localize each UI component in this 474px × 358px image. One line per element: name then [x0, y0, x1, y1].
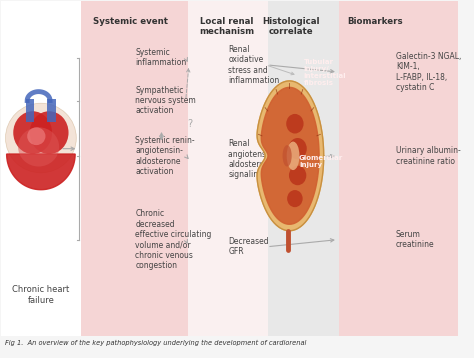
Text: Tubular
injury/
interstitial
fibrosis: Tubular injury/ interstitial fibrosis	[303, 58, 346, 86]
Text: Local renal
mechanism: Local renal mechanism	[199, 17, 255, 36]
Text: Systemic event: Systemic event	[93, 17, 168, 26]
Text: Serum
creatinine: Serum creatinine	[396, 230, 435, 249]
Text: Galectin-3 NGAL,
KIM-1,
L-FABP, IL-18,
cystatin C: Galectin-3 NGAL, KIM-1, L-FABP, IL-18, c…	[396, 52, 461, 92]
Text: Systemic
inflammation: Systemic inflammation	[136, 48, 187, 67]
Text: ?: ?	[188, 119, 193, 129]
FancyBboxPatch shape	[81, 1, 188, 336]
FancyBboxPatch shape	[47, 99, 55, 122]
Text: Decreased
GFR: Decreased GFR	[228, 237, 269, 256]
Ellipse shape	[287, 141, 300, 170]
Ellipse shape	[289, 138, 307, 159]
Ellipse shape	[18, 127, 59, 166]
Text: Urinary albumin-
creatinine ratio: Urinary albumin- creatinine ratio	[396, 146, 461, 165]
Text: Chronic heart
failure: Chronic heart failure	[12, 285, 70, 305]
Polygon shape	[7, 154, 75, 190]
FancyBboxPatch shape	[339, 1, 457, 336]
Ellipse shape	[287, 190, 303, 207]
Text: Renal
oxidative
stress and
inflammation: Renal oxidative stress and inflammation	[228, 45, 280, 85]
Text: Biomarkers: Biomarkers	[347, 17, 403, 26]
Ellipse shape	[27, 127, 46, 145]
Text: Fig 1.  An overview of the key pathophysiology underlying the development of car: Fig 1. An overview of the key pathophysi…	[5, 339, 307, 345]
Ellipse shape	[289, 166, 306, 185]
Text: Sympathetic
nervous system
activation: Sympathetic nervous system activation	[136, 86, 196, 115]
FancyBboxPatch shape	[268, 1, 339, 336]
Text: Glomerular
injury: Glomerular injury	[299, 155, 343, 168]
FancyBboxPatch shape	[188, 1, 268, 336]
FancyBboxPatch shape	[26, 99, 35, 122]
Polygon shape	[261, 87, 319, 224]
Ellipse shape	[6, 103, 76, 173]
Ellipse shape	[13, 111, 52, 154]
FancyBboxPatch shape	[0, 1, 81, 336]
Ellipse shape	[30, 111, 69, 154]
Text: Renal
angiotensin II/
aldosterone
signaling: Renal angiotensin II/ aldosterone signal…	[228, 139, 283, 179]
Text: Chronic
decreased
effective circulating
volume and/or
chronic venous
congestion: Chronic decreased effective circulating …	[136, 209, 212, 270]
Polygon shape	[257, 81, 324, 231]
Ellipse shape	[286, 114, 303, 134]
Ellipse shape	[283, 145, 292, 166]
Text: Histological
correlate: Histological correlate	[262, 17, 319, 36]
Text: Systemic renin-
angiotensin-
aldosterone
activation: Systemic renin- angiotensin- aldosterone…	[136, 136, 195, 176]
